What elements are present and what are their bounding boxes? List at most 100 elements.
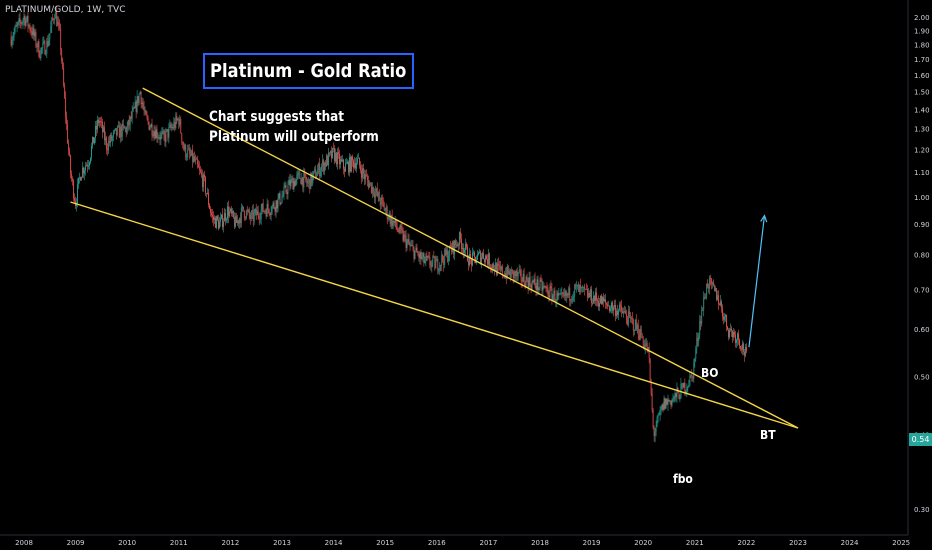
candle-body [580,285,582,289]
candle-body [471,258,472,266]
candle-body [193,156,195,162]
candle-body [608,305,609,307]
candle-body [49,33,51,40]
candle-body [312,174,314,184]
candle-body [719,304,721,306]
candle-body [109,134,111,143]
candle-body [728,329,729,338]
candle-body [73,180,75,198]
candle-body [664,398,666,409]
candle-body [386,206,388,219]
candle-body [482,253,483,258]
candle-body [135,101,137,113]
y-tick-label: 1.80 [914,41,930,49]
candle-body [32,27,34,36]
candle-body [347,161,348,164]
candle-body [191,150,193,156]
candle-body [507,265,509,274]
candle-body [570,299,572,301]
candle-body [679,398,681,400]
candle-body [431,261,433,267]
candle-body [157,137,159,139]
candle-body [256,210,258,216]
candle-body [10,37,12,46]
candle-body [14,26,16,32]
upper-trendline [142,87,799,429]
candle-body [605,299,606,303]
candle-body [714,285,716,291]
candle-body [124,127,126,129]
candle-body [399,225,401,233]
candle-body [31,31,33,36]
candle-body [350,156,351,172]
candle-body [404,234,406,236]
candle-body [335,152,336,162]
candle-body [607,304,608,307]
candle-body [27,15,29,27]
candle-body [126,126,128,134]
candle-body [718,295,720,305]
candle-body [617,309,619,315]
candle-body [495,263,497,275]
candle-body [118,125,120,138]
candle-body [573,295,575,298]
candle-body [128,120,130,126]
candle-body [720,301,721,306]
candle-body [565,291,567,297]
candle-body [55,11,57,19]
x-tick-label: 2012 [221,539,239,547]
candle-body [113,130,115,133]
candle-body [213,216,214,220]
candle-body [265,211,267,217]
candle-body [311,172,313,184]
x-tick-label: 2008 [15,539,33,547]
candle-body [141,102,143,105]
candle-body [542,286,544,291]
candle-body [281,196,283,203]
candle-body [89,162,90,166]
candle-body [169,124,171,127]
candle-body [552,295,554,301]
candle-body [266,203,268,217]
candle-body [56,11,58,26]
candle-body [201,172,203,176]
candle-body [248,209,250,216]
candle-body [167,129,169,138]
candle-body [237,220,239,224]
time-axis: 2008 2009 2010 2011 2012 2013 2014 2015 2016 2017… [0,534,910,547]
candle-body [86,165,87,167]
candle-body [351,156,352,172]
candle-body [732,331,733,338]
candle-body [243,210,245,218]
candle-body [678,391,680,399]
candle-body [276,200,278,209]
candle-body [623,310,625,312]
candle-body [375,188,377,192]
candle-body [661,404,663,410]
candle-body [530,284,532,290]
candle-body [195,158,197,161]
candle-body [594,295,595,301]
candle-body [416,247,418,253]
candle-body [425,255,427,261]
candle-body [57,22,59,26]
candle-body [426,255,428,258]
candle-body [554,290,556,302]
candle-body [517,272,519,277]
candle-body [470,253,471,259]
y-tick-label: 1.30 [914,126,930,134]
candle-body [655,426,657,432]
candle-body [687,386,689,388]
candle-body [450,245,452,248]
candle-body [19,18,21,23]
candle-body [319,163,321,177]
candle-body [447,250,449,262]
candle-body [264,210,266,212]
candle-body [358,157,359,159]
x-tick-label: 2013 [273,539,291,547]
candle-body [53,19,55,21]
candle-body [420,252,422,259]
y-tick-label: 0.30 [914,506,930,514]
candle-body [108,140,110,143]
